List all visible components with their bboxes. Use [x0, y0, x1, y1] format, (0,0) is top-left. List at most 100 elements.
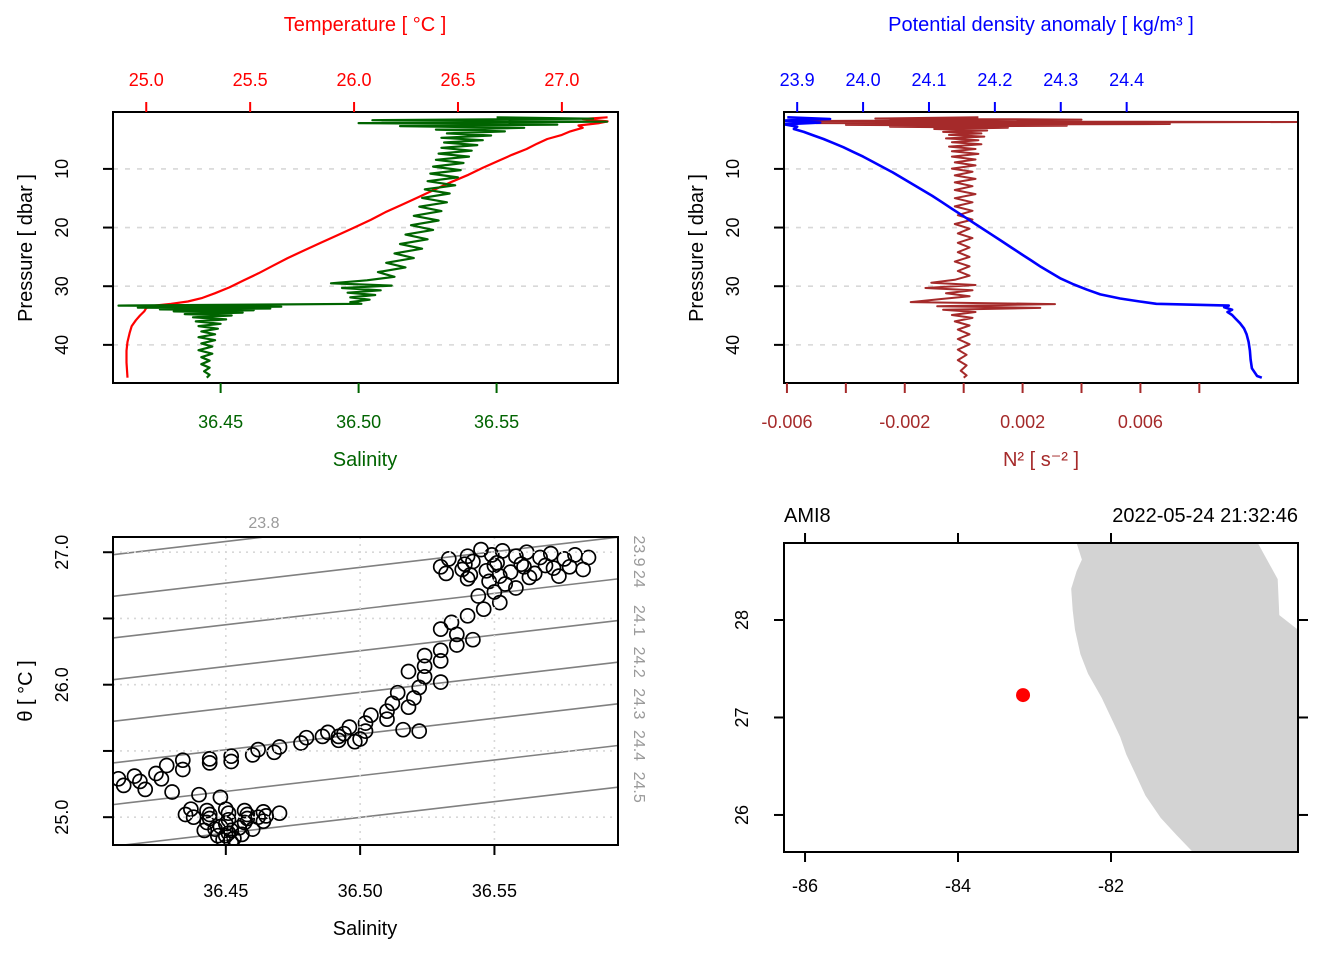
ts-scatter-point [478, 562, 495, 579]
tick-label: 24.4 [1109, 70, 1144, 90]
ts-scatter-point [183, 801, 199, 818]
tick-label: 40 [52, 335, 72, 355]
ts-scatter-point [266, 744, 283, 761]
tick-label: 26 [732, 805, 752, 825]
tick-label: 25.0 [52, 800, 72, 835]
ts-scatter-point [508, 580, 524, 596]
isopycnal-label: 24.2 [630, 647, 647, 678]
tick-label: 30 [52, 276, 72, 296]
ts-scatter-point [416, 658, 433, 675]
ts-scatter-point [416, 647, 433, 664]
ts-scatter-point [234, 826, 250, 843]
ts-scatter-point [384, 695, 401, 712]
ts-scatter-point [513, 556, 530, 573]
tick-label: 26.0 [52, 667, 72, 702]
tick-label: 10 [52, 159, 72, 179]
salinity-curve [117, 116, 609, 379]
ts-scatter-point [363, 707, 379, 724]
panel-ts-diagram: 36.45 36.50 36.55 25.0 26.0 27.0 23.8 23.9 24 24.… [52, 515, 647, 901]
ts-scatter-point [223, 822, 240, 839]
tick-label: -84 [945, 876, 971, 896]
ts-scatter-point [330, 728, 347, 745]
ts-scatter-point [357, 723, 374, 739]
tick-label: 36.45 [198, 412, 243, 432]
isopycnal-line [113, 744, 618, 806]
station-name-label: AMI8 [784, 505, 831, 527]
ts-scatter-point [532, 549, 548, 566]
ts-scatter-point [148, 765, 164, 782]
tick-label: 10 [723, 159, 743, 179]
tick-label: 24.1 [911, 70, 946, 90]
ts-scatter-point [432, 674, 449, 690]
tick-label: 23.9 [780, 70, 815, 90]
station-marker [1016, 688, 1031, 703]
panel-station-map: -86 -84 -82 26 27 28 [732, 533, 1308, 896]
ts-scatter-point [459, 607, 476, 624]
isopycnal-label: 24.3 [630, 688, 647, 719]
tick-label: 36.55 [474, 412, 519, 432]
isopycnal-line [113, 619, 618, 681]
ts-scatter-point [174, 752, 191, 769]
pressure-axis-title-left: Pressure [ dbar ] [15, 174, 37, 322]
plot-box [112, 536, 619, 846]
tick-label: 25.0 [129, 70, 164, 90]
ts-scatter-point [432, 642, 449, 659]
tick-label: 36.55 [472, 881, 517, 901]
ts-scatter-point [244, 747, 261, 763]
ts-scatter-point [516, 558, 532, 575]
theta-axis-title: θ [ °C ] [15, 660, 37, 721]
ts-scatter-point [508, 548, 524, 565]
tick-label: 27 [732, 707, 752, 727]
tick-label: 20 [723, 218, 743, 238]
tick-label: 36.50 [336, 412, 381, 432]
ts-scatter-point [379, 711, 395, 728]
plot-box [783, 111, 1299, 384]
data-layer [113, 537, 618, 845]
ts-scatter-point [191, 786, 207, 803]
ts-scatter-point [153, 770, 170, 787]
ts-scatter-point [406, 690, 422, 706]
tick-label: -82 [1098, 876, 1124, 896]
plot-box [112, 111, 619, 384]
ts-scatter-point [164, 784, 180, 800]
tick-label: 27.0 [544, 70, 579, 90]
ts-scatter-point [432, 621, 449, 637]
ts-scatter-point [483, 547, 500, 563]
panel-temperature-salinity-profile: 25.0 25.5 26.0 26.5 27.0 36.45 36.50 36.55 10 20 3… [52, 70, 619, 432]
data-layer [117, 116, 609, 379]
ts-scatter-point [250, 809, 266, 826]
ts-scatter-point [271, 739, 288, 755]
ts-scatter-point [416, 668, 433, 685]
ts-scatter-point [196, 822, 213, 839]
ts-scatter-point [132, 773, 148, 790]
tick-label: -86 [792, 876, 818, 896]
isopycnal-line [113, 661, 618, 723]
ts-scatter-point [314, 728, 331, 745]
ts-scatter-point [537, 557, 554, 574]
ts-scatter-point [462, 566, 479, 583]
ts-scatter-point [298, 729, 315, 746]
tick-label: 28 [732, 610, 752, 630]
ts-scatter-point [379, 703, 395, 720]
ts-scatter-point [526, 565, 543, 582]
isopycnal-label: 24 [630, 570, 647, 588]
ts-scatter-point [545, 560, 562, 576]
data-layer [1016, 543, 1298, 852]
tick-label: 30 [723, 276, 743, 296]
ts-scatter-point [174, 761, 191, 778]
salinity-axis-title-ts: Salinity [333, 918, 397, 940]
isopycnal-label: 23.8 [248, 515, 279, 532]
isopycnal-line [113, 578, 618, 639]
land-polygon [1071, 543, 1298, 852]
ts-scatter-point [239, 806, 256, 823]
density-axis-title: Potential density anomaly [ kg/m³ ] [888, 14, 1194, 36]
ts-scatter-point [293, 735, 309, 751]
ts-scatter-point [115, 777, 132, 794]
ts-scatter-point [201, 806, 218, 823]
ts-scatter-point [440, 551, 457, 567]
ts-scatter-point [400, 663, 417, 680]
ts-scatter-point [226, 830, 242, 845]
pressure-axis-title-right: Pressure [ dbar ] [686, 174, 708, 322]
